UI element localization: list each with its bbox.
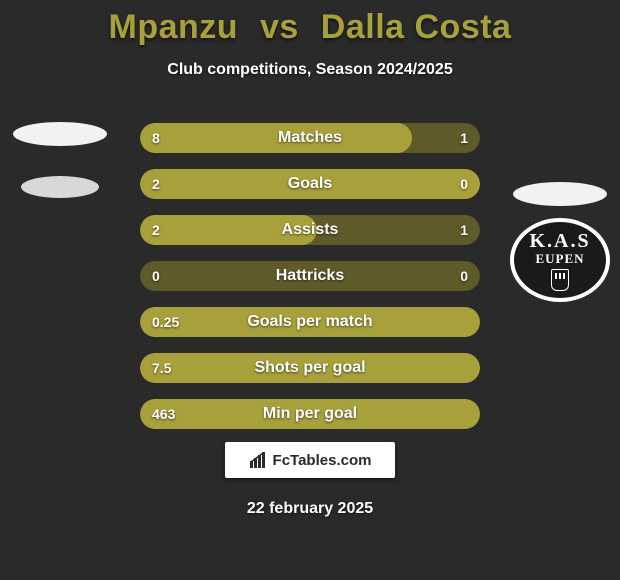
stat-row: 21Assists — [140, 215, 480, 245]
vs-text: vs — [260, 8, 299, 46]
stat-row: 7.5Shots per goal — [140, 353, 480, 383]
stat-label: Hattricks — [140, 261, 480, 291]
stat-row: 00Hattricks — [140, 261, 480, 291]
player2-name: Dalla Costa — [321, 8, 512, 46]
watermark: FcTables.com — [225, 442, 395, 478]
stat-label: Min per goal — [140, 399, 480, 429]
watermark-text: FcTables.com — [273, 452, 372, 469]
stat-label: Shots per goal — [140, 353, 480, 383]
stat-row: 0.25Goals per match — [140, 307, 480, 337]
stat-row: 20Goals — [140, 169, 480, 199]
chart-icon — [249, 451, 267, 469]
date-text: 22 february 2025 — [0, 500, 620, 518]
stat-row: 463Min per goal — [140, 399, 480, 429]
crest-line1: K.A.S — [529, 230, 590, 253]
crest-line2: EUPEN — [535, 251, 584, 267]
stat-label: Matches — [140, 123, 480, 153]
left-badge-ellipse-1 — [13, 122, 107, 146]
player1-name: Mpanzu — [109, 8, 239, 46]
page-title: Mpanzu vs Dalla Costa — [0, 0, 620, 47]
stat-label: Assists — [140, 215, 480, 245]
kas-eupen-crest: K.A.S EUPEN — [510, 218, 610, 302]
right-team-badge: K.A.S EUPEN — [510, 180, 610, 280]
comparison-bars: 81Matches 20Goals 21Assists 00Hattricks 0.25… — [140, 123, 480, 445]
left-team-badge — [10, 120, 110, 220]
stat-label: Goals per match — [140, 307, 480, 337]
crest-shield-icon — [551, 269, 569, 291]
subtitle: Club competitions, Season 2024/2025 — [0, 61, 620, 79]
stat-label: Goals — [140, 169, 480, 199]
stat-row: 81Matches — [140, 123, 480, 153]
left-badge-ellipse-2 — [21, 176, 99, 198]
right-badge-ellipse-1 — [513, 182, 607, 206]
